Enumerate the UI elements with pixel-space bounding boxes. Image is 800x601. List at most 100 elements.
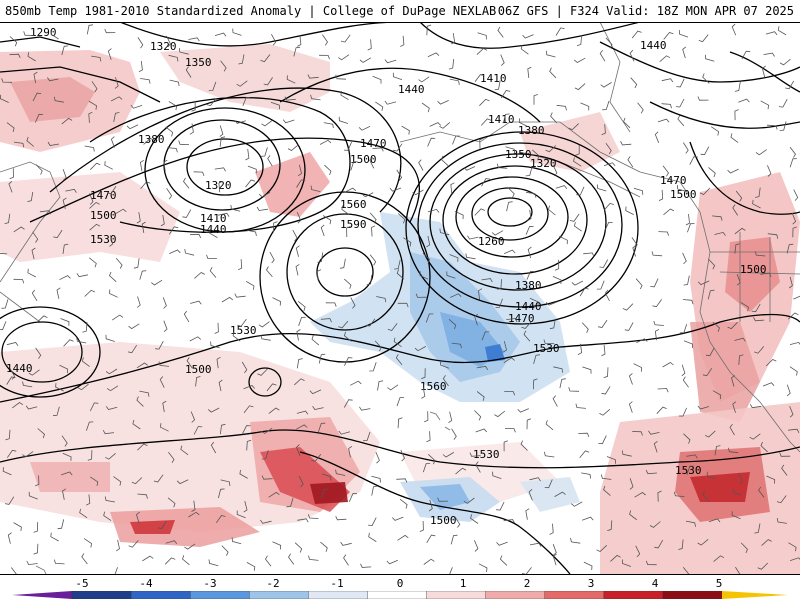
wind-barb (309, 389, 322, 395)
wind-barb (661, 103, 672, 109)
wind-barb (543, 339, 555, 344)
wind-barb (183, 177, 190, 189)
wind-barb (6, 376, 16, 385)
wind-barb (164, 557, 176, 565)
wind-barb (712, 321, 720, 332)
wind-barb (730, 133, 739, 143)
wind-barb (6, 342, 19, 347)
wind-barb (5, 429, 11, 441)
wind-barb (521, 567, 532, 574)
wind-barb (645, 469, 657, 475)
wind-barb (499, 555, 508, 566)
wind-barb (39, 210, 52, 215)
wind-barb (683, 142, 689, 154)
wind-barb (428, 499, 433, 512)
wind-barb (788, 276, 793, 289)
wind-barb (324, 164, 332, 176)
wind-barb (761, 65, 766, 78)
wind-barb (372, 75, 382, 84)
wind-barb (571, 280, 584, 286)
wind-barb (343, 331, 352, 342)
colorbar-high-arrow (722, 591, 788, 599)
wind-barb (318, 353, 326, 364)
wind-barb (603, 202, 614, 211)
wind-barb (176, 479, 189, 485)
wind-barb (27, 52, 36, 62)
wind-barb (581, 472, 592, 479)
wind-barb (184, 543, 196, 550)
wind-barb (260, 147, 268, 157)
wind-barb (137, 493, 148, 499)
wind-barb (576, 35, 582, 46)
wind-barb (451, 342, 462, 349)
wind-barb (728, 447, 739, 454)
wind-barb (654, 539, 664, 549)
wind-barb (321, 488, 329, 499)
wind-barb (497, 26, 504, 38)
wind-barb (35, 475, 40, 487)
wind-barb (552, 164, 558, 177)
wind-barbs (0, 23, 800, 574)
wind-barb (247, 165, 257, 174)
wind-barb (478, 563, 488, 573)
wind-barb (732, 204, 739, 216)
wind-barb (713, 555, 725, 562)
wind-barb (455, 467, 467, 475)
wind-barb (369, 157, 375, 169)
contour-label: 1380 (138, 133, 165, 146)
wind-barb (86, 24, 94, 35)
wind-barb (620, 141, 632, 146)
wind-barb (269, 251, 275, 264)
wind-barb (502, 113, 510, 124)
wind-barb (13, 278, 25, 284)
wind-barb (221, 296, 234, 303)
wind-barb (526, 418, 532, 430)
contour-label: 1530 (473, 448, 500, 461)
wind-barb (426, 235, 431, 248)
wind-barb (261, 427, 273, 434)
wind-barb (579, 287, 589, 297)
wind-barb (140, 181, 151, 189)
wind-barb (246, 439, 252, 451)
wind-barb (448, 411, 453, 424)
wind-barb (496, 541, 508, 546)
wind-barb (683, 433, 691, 444)
wind-barb (776, 518, 787, 524)
wind-barb (296, 211, 302, 224)
wind-barb (549, 67, 557, 79)
wind-barb (377, 380, 384, 391)
wind-barb (139, 390, 150, 397)
wind-barb (387, 384, 399, 391)
contour-label: 1380 (518, 124, 545, 137)
wind-barb (479, 137, 484, 149)
wind-barb (686, 465, 694, 475)
wind-barb (77, 383, 89, 391)
wind-barb (788, 312, 799, 320)
warm-anomaly-shading (0, 44, 800, 574)
wind-barb (437, 100, 449, 105)
wind-barb (740, 542, 748, 554)
wind-barb (506, 318, 518, 323)
wind-barb (529, 477, 541, 482)
wind-barb (189, 336, 202, 342)
wind-barb (369, 254, 377, 266)
wind-barb (552, 395, 558, 407)
wind-barb (90, 162, 101, 170)
wind-barb (293, 46, 301, 57)
wind-barb (454, 211, 464, 220)
contour-label: 1260 (478, 235, 505, 248)
wind-barb (653, 440, 658, 453)
wind-barb (555, 27, 565, 36)
wind-barb (580, 102, 590, 111)
wind-barb (13, 522, 22, 532)
wind-barb (310, 94, 321, 101)
wind-barb (752, 199, 761, 209)
wind-barb (788, 542, 797, 552)
wind-barb (731, 375, 735, 387)
wind-barb (62, 488, 67, 500)
wind-barb (90, 476, 99, 486)
contour-label: 1500 (670, 188, 697, 201)
wind-barb (494, 80, 501, 91)
wind-barb (475, 428, 488, 433)
wind-barb (384, 59, 397, 64)
